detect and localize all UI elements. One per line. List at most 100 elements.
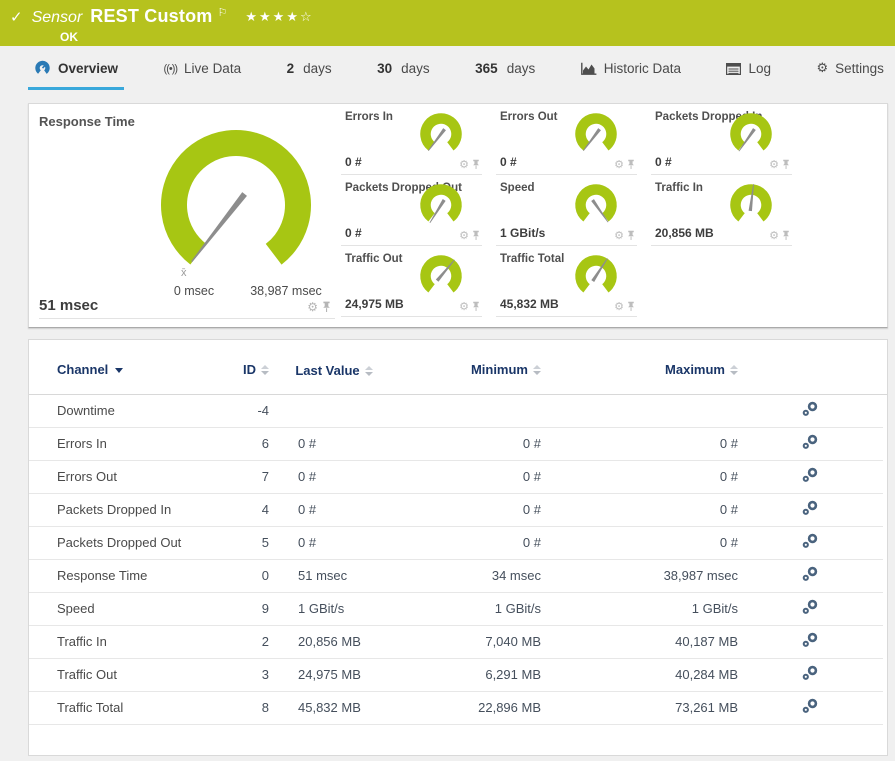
- column-header-id[interactable]: ID: [219, 362, 269, 394]
- gauge-cell-response-time: Response Time x̄ 0 msec 38,987 msec 51 m…: [29, 104, 341, 319]
- pin-icon[interactable]: [782, 159, 790, 170]
- average-marker: x̄: [181, 267, 187, 279]
- cell-channel: Response Time: [29, 559, 219, 593]
- cell-maximum: 0 #: [541, 427, 738, 461]
- gauge-dial: [730, 113, 772, 155]
- cell-channel: Packets Dropped In: [29, 493, 219, 527]
- gauge-title: Packets Dropped In: [655, 111, 763, 123]
- cell-last-value: 1 GBit/s: [269, 592, 429, 626]
- gauge-settings-icon[interactable]: ⚙: [769, 158, 779, 171]
- pin-icon[interactable]: [472, 230, 480, 241]
- tab-30-days[interactable]: 30 days: [371, 61, 436, 90]
- gauge-dial: [575, 113, 617, 155]
- cell-maximum: 40,187 MB: [541, 625, 738, 659]
- tab-overview[interactable]: Overview: [28, 60, 125, 90]
- channel-settings-icon[interactable]: [802, 665, 819, 681]
- gauge-settings-icon[interactable]: ⚙: [614, 229, 624, 242]
- gauge-cell-traffic-total: Traffic Total 45,832 MB ⚙: [496, 246, 637, 317]
- column-header-minimum[interactable]: Minimum: [429, 362, 541, 394]
- log-icon: [726, 62, 742, 75]
- tab-label: Log: [748, 61, 771, 76]
- gauge-settings-icon[interactable]: ⚙: [614, 300, 624, 313]
- sort-icon: [364, 365, 373, 376]
- gauge-cell-speed: Speed 1 GBit/s ⚙: [496, 175, 637, 246]
- channel-table-panel: Channel ID Last Value Minimum Maximum Do…: [28, 339, 888, 756]
- channel-settings-icon[interactable]: [802, 401, 819, 417]
- gauge-value: 20,856 MB: [655, 226, 714, 240]
- tab-log[interactable]: Log: [720, 61, 777, 90]
- table-row-errors-out: Errors Out 7 0 # 0 # 0 #: [29, 460, 887, 494]
- cell-last-value: 24,975 MB: [269, 658, 429, 692]
- column-header-last-value[interactable]: Last Value: [269, 362, 429, 394]
- cell-maximum: 0 #: [541, 493, 738, 527]
- cell-maximum: 0 #: [541, 526, 738, 560]
- pin-icon[interactable]: [627, 230, 635, 241]
- cell-id: 2: [219, 625, 269, 659]
- channel-settings-icon[interactable]: [802, 566, 819, 582]
- tab-historic-data[interactable]: Historic Data: [575, 61, 687, 90]
- cell-last-value: [269, 394, 429, 428]
- broadcast-icon: ((•)): [163, 62, 178, 75]
- gauge-settings-icon[interactable]: ⚙: [769, 229, 779, 242]
- tab-2-days[interactable]: 2 days: [281, 61, 338, 90]
- table-row-errors-in: Errors In 6 0 # 0 # 0 #: [29, 427, 887, 461]
- cell-maximum: [541, 394, 738, 428]
- cell-id: 6: [219, 427, 269, 461]
- channel-settings-icon[interactable]: [802, 467, 819, 483]
- gauge-needle: [738, 128, 756, 152]
- cell-id: 4: [219, 493, 269, 527]
- gauge-settings-icon[interactable]: ⚙: [614, 158, 624, 171]
- tab-label: days: [303, 61, 332, 76]
- gauge-settings-icon[interactable]: ⚙: [459, 158, 469, 171]
- gauge-title: Traffic In: [655, 182, 703, 194]
- cell-last-value: 0 #: [269, 427, 429, 461]
- column-header-channel[interactable]: Channel: [29, 362, 219, 394]
- channel-settings-icon[interactable]: [802, 434, 819, 450]
- cell-last-value: 20,856 MB: [269, 625, 429, 659]
- column-header-maximum[interactable]: Maximum: [541, 362, 738, 394]
- cell-minimum: 6,291 MB: [429, 658, 541, 692]
- tab-live-data[interactable]: ((•)) Live Data: [158, 61, 248, 90]
- gauge-settings-icon[interactable]: ⚙: [459, 300, 469, 313]
- channel-settings-icon[interactable]: [802, 599, 819, 615]
- cell-channel: Errors Out: [29, 460, 219, 494]
- channel-settings-icon[interactable]: [802, 500, 819, 516]
- pin-icon[interactable]: [627, 159, 635, 170]
- gauge-dial: [420, 184, 462, 226]
- channel-settings-icon[interactable]: [802, 698, 819, 714]
- cell-channel: Downtime: [29, 394, 219, 428]
- cell-minimum: 7,040 MB: [429, 625, 541, 659]
- gauge-cell-traffic-out: Traffic Out 24,975 MB ⚙: [341, 246, 482, 317]
- tab-label: Settings: [835, 61, 884, 76]
- status-badge: OK: [60, 30, 78, 44]
- channel-settings-icon[interactable]: [802, 632, 819, 648]
- gauge-needle: [583, 128, 601, 152]
- sensor-title: REST Custom: [90, 6, 213, 26]
- status-check-icon: ✓: [10, 9, 23, 26]
- gauge-dial: [575, 255, 617, 297]
- gauge-max-label: 38,987 msec: [250, 284, 322, 298]
- cell-channel: Speed: [29, 592, 219, 626]
- gauge-title: Response Time: [39, 114, 135, 129]
- pin-icon[interactable]: [472, 301, 480, 312]
- tab-365-days[interactable]: 365 days: [469, 61, 541, 90]
- tab-label: days: [401, 61, 430, 76]
- pin-icon[interactable]: [782, 230, 790, 241]
- tab-prefix: 30: [377, 61, 393, 76]
- gauge-settings-icon[interactable]: ⚙: [307, 300, 318, 314]
- gauge-value: 24,975 MB: [345, 297, 404, 311]
- pin-icon[interactable]: [627, 301, 635, 312]
- tab-settings[interactable]: ⚙ Settings: [810, 61, 889, 90]
- pin-icon[interactable]: [322, 301, 331, 313]
- gauge-settings-icon[interactable]: ⚙: [459, 229, 469, 242]
- cell-id: 7: [219, 460, 269, 494]
- pin-icon[interactable]: [472, 159, 480, 170]
- priority-stars[interactable]: ★★★★☆: [245, 10, 314, 25]
- gauge-needle: [435, 259, 455, 282]
- cell-minimum: 0 #: [429, 427, 541, 461]
- tab-prefix: 365: [475, 61, 498, 76]
- tab-label: Historic Data: [603, 61, 681, 76]
- flag-icon[interactable]: ⚐: [217, 7, 228, 19]
- cell-minimum: 0 #: [429, 493, 541, 527]
- channel-settings-icon[interactable]: [802, 533, 819, 549]
